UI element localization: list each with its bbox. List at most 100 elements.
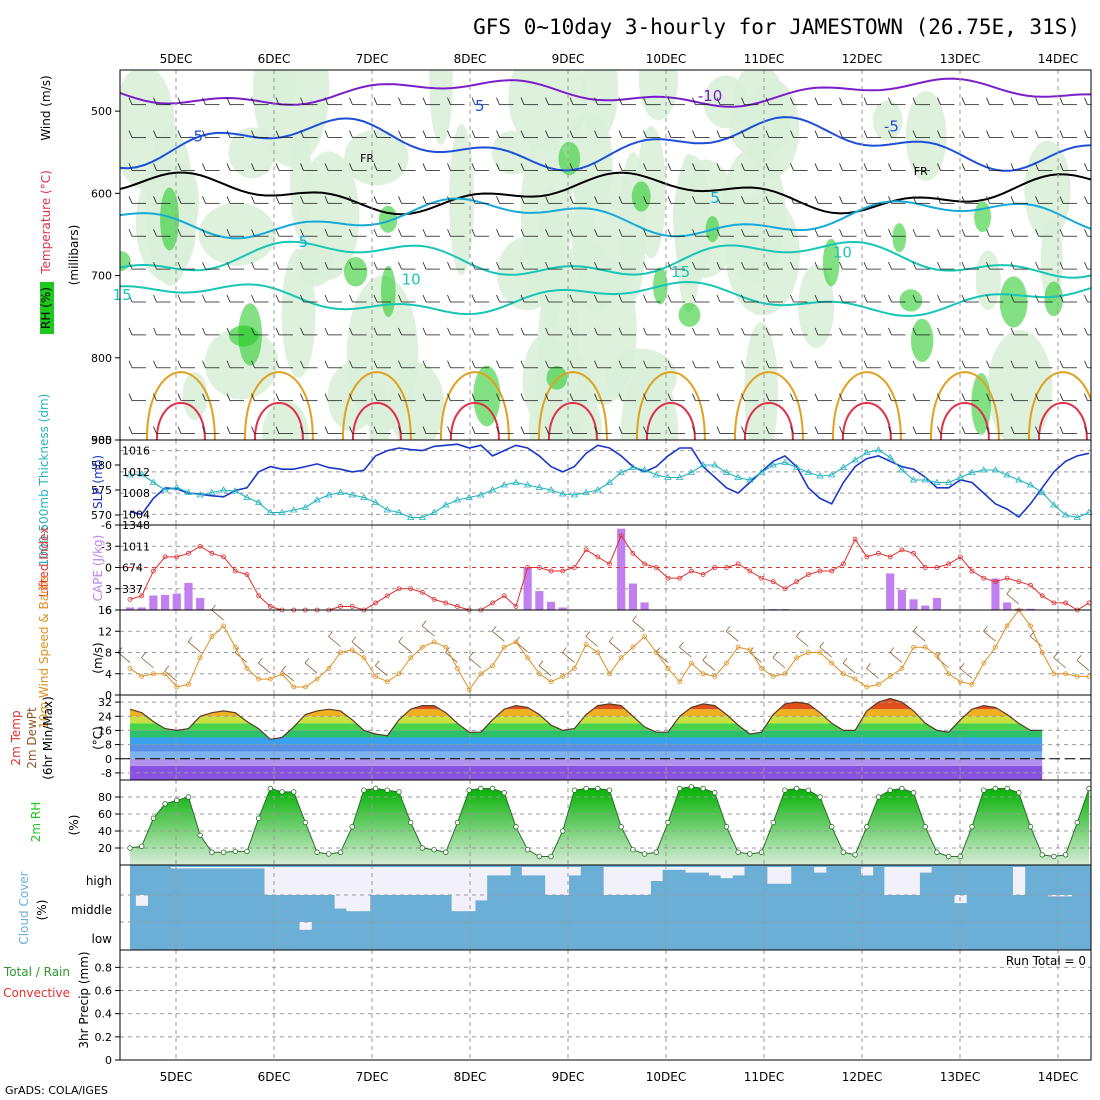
lifted-index-marker bbox=[150, 568, 156, 574]
wind-barb bbox=[211, 609, 224, 621]
wind-barb-flag bbox=[251, 196, 255, 204]
wind-speed-marker bbox=[1063, 671, 1069, 677]
wind-barb-flag bbox=[618, 360, 623, 368]
wind-barb-flag bbox=[790, 229, 794, 237]
cloud-fraction-bar bbox=[428, 867, 441, 895]
wind-barb-flag bbox=[1076, 655, 1082, 661]
wind-barb-flag bbox=[1010, 229, 1015, 237]
wind-barb-flag bbox=[814, 426, 819, 434]
wind-barb-flag bbox=[814, 327, 819, 336]
wind-barb-flag bbox=[643, 163, 647, 171]
rh-marker bbox=[840, 849, 847, 855]
wind-barb-flag bbox=[496, 294, 500, 303]
rh-shading bbox=[798, 264, 835, 349]
wind-barb-flag bbox=[373, 196, 378, 204]
wind-barb-flag bbox=[643, 327, 647, 336]
wind-barb-flag bbox=[447, 393, 451, 401]
wind-barb-flag bbox=[1035, 163, 1039, 171]
wind-barb-flag bbox=[814, 97, 819, 105]
wind-tick-label: 12 bbox=[98, 625, 112, 638]
cloud-fraction-bar bbox=[206, 867, 219, 869]
temp-band bbox=[130, 737, 1043, 745]
rh-shading bbox=[872, 100, 903, 141]
date-label-top: 9DEC bbox=[552, 52, 585, 66]
cloud-fraction-bar bbox=[311, 867, 324, 895]
wind-barb-flag bbox=[594, 261, 598, 270]
wind-barb-flag bbox=[839, 426, 843, 434]
wind-barb-flag bbox=[520, 360, 525, 368]
wind-speed-marker bbox=[232, 644, 238, 650]
wind-barb-flag bbox=[667, 196, 672, 204]
wind-barb-flag bbox=[177, 327, 182, 336]
temp-band bbox=[130, 758, 1043, 766]
rh-marker bbox=[735, 849, 741, 855]
wind-speed-marker bbox=[993, 644, 998, 650]
cloud-fraction-bar bbox=[451, 895, 464, 912]
rh-shading bbox=[525, 248, 601, 302]
wind-barb bbox=[749, 652, 762, 663]
pressure-tick-label: 800 bbox=[91, 352, 112, 365]
wind-speed-marker bbox=[618, 655, 624, 661]
wind-barb-flag bbox=[447, 261, 451, 270]
temp-bands bbox=[130, 698, 1043, 780]
thickness-marker bbox=[675, 473, 684, 480]
rh-shading bbox=[905, 90, 947, 182]
wind-barb bbox=[608, 641, 622, 653]
date-label-bottom: 9DEC bbox=[552, 1070, 585, 1084]
wind-barb-flag bbox=[275, 163, 280, 171]
cloud-fraction-bar bbox=[673, 867, 687, 870]
cloud-fraction-bar bbox=[475, 895, 488, 901]
wind-barb-flag bbox=[398, 229, 402, 237]
contour-label: 10 bbox=[833, 243, 852, 261]
thickness-marker bbox=[933, 478, 941, 485]
wind-barb-flag bbox=[275, 360, 280, 368]
wind-barb-flag bbox=[520, 196, 525, 204]
wind-barb-flag bbox=[281, 665, 287, 672]
rh-marker bbox=[349, 824, 355, 830]
wind-barb-flag bbox=[422, 261, 427, 270]
temp-tick-label: 32 bbox=[98, 696, 112, 709]
thickness-marker bbox=[874, 446, 883, 453]
rh-marker bbox=[934, 849, 940, 855]
thickness-marker bbox=[500, 481, 508, 488]
thickness-marker bbox=[395, 508, 403, 515]
wind-barb-flag bbox=[814, 360, 819, 368]
wind-barb-flag bbox=[594, 426, 598, 434]
temp-band bbox=[130, 744, 1043, 752]
wind-barb-flag bbox=[937, 426, 941, 434]
cloud-fraction-bar bbox=[135, 895, 149, 906]
thickness-marker bbox=[465, 493, 473, 500]
wind-barb-flag bbox=[655, 647, 661, 653]
wind-speed-marker bbox=[478, 671, 484, 677]
rh-marker bbox=[981, 787, 987, 793]
wind-speed-marker bbox=[770, 674, 776, 679]
rh-marker bbox=[548, 853, 554, 860]
rh-marker bbox=[1004, 785, 1010, 792]
wind-speed-marker bbox=[817, 650, 823, 655]
thickness-marker bbox=[652, 471, 660, 478]
wind-barb-flag bbox=[667, 327, 672, 336]
thickness-marker bbox=[488, 486, 497, 493]
rh-marker bbox=[805, 787, 812, 793]
lifted-index-marker bbox=[969, 568, 975, 574]
cloud-fraction-bar bbox=[287, 867, 301, 895]
wind-barb-flag bbox=[863, 261, 868, 270]
wind-barb-flag bbox=[226, 97, 231, 105]
wind-barb-flag bbox=[128, 393, 133, 401]
lifted-index-marker bbox=[419, 589, 425, 595]
wind-barb-flag bbox=[741, 130, 745, 138]
wind-speed-marker bbox=[1039, 650, 1045, 655]
wind-speed-marker bbox=[946, 671, 952, 677]
wind-barb-flag bbox=[839, 393, 843, 401]
cloud-fraction-bar bbox=[358, 895, 371, 912]
wind-barb-flag bbox=[1084, 393, 1088, 401]
lifted-index-tick-label: 0 bbox=[105, 562, 112, 575]
wind-barb-flag bbox=[374, 660, 380, 666]
wind-barb-flag bbox=[888, 294, 892, 303]
wind-barb-flag bbox=[765, 196, 770, 204]
wind-barb-flag bbox=[618, 229, 623, 237]
wind-barb-flag bbox=[692, 261, 696, 270]
lifted-index-marker bbox=[864, 554, 870, 560]
wind-barb-flag bbox=[814, 294, 819, 303]
cape-bar bbox=[149, 595, 158, 610]
